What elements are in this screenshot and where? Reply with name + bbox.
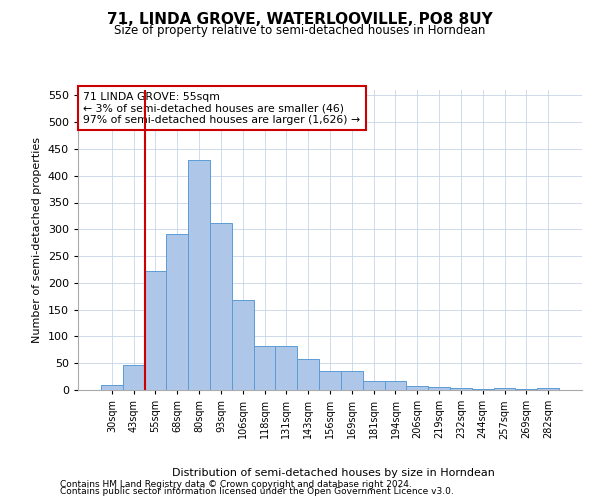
Bar: [406, 386, 428, 390]
Bar: [319, 371, 341, 390]
Bar: [210, 224, 232, 390]
Bar: [341, 371, 363, 390]
Bar: [145, 271, 166, 390]
Bar: [428, 388, 450, 390]
Bar: [450, 388, 472, 390]
Bar: [297, 360, 319, 390]
Text: Distribution of semi-detached houses by size in Horndean: Distribution of semi-detached houses by …: [172, 468, 494, 477]
Y-axis label: Number of semi-detached properties: Number of semi-detached properties: [32, 137, 42, 343]
Bar: [537, 388, 559, 390]
Bar: [515, 389, 537, 390]
Text: Size of property relative to semi-detached houses in Horndean: Size of property relative to semi-detach…: [115, 24, 485, 37]
Text: Contains HM Land Registry data © Crown copyright and database right 2024.: Contains HM Land Registry data © Crown c…: [60, 480, 412, 489]
Bar: [101, 384, 123, 390]
Bar: [188, 160, 210, 390]
Bar: [232, 300, 254, 390]
Bar: [166, 234, 188, 390]
Text: Contains public sector information licensed under the Open Government Licence v3: Contains public sector information licen…: [60, 488, 454, 496]
Bar: [254, 346, 275, 390]
Text: 71 LINDA GROVE: 55sqm
← 3% of semi-detached houses are smaller (46)
97% of semi-: 71 LINDA GROVE: 55sqm ← 3% of semi-detac…: [83, 92, 360, 124]
Bar: [385, 382, 406, 390]
Bar: [123, 366, 145, 390]
Text: 71, LINDA GROVE, WATERLOOVILLE, PO8 8UY: 71, LINDA GROVE, WATERLOOVILLE, PO8 8UY: [107, 12, 493, 28]
Bar: [494, 388, 515, 390]
Bar: [472, 389, 494, 390]
Bar: [363, 382, 385, 390]
Bar: [275, 346, 297, 390]
